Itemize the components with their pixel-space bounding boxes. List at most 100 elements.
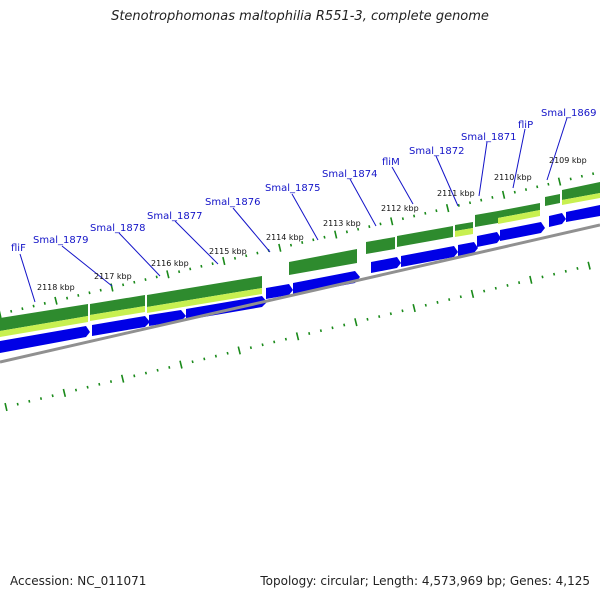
ruler-minor-tick <box>144 278 147 281</box>
ruler-minor-tick <box>178 270 181 274</box>
ruler-minor-tick <box>28 399 31 403</box>
ruler-major-tick <box>62 388 67 397</box>
ruler-minor-tick <box>203 357 206 361</box>
ruler-minor-tick <box>133 280 136 284</box>
gene-labels: fliF Smal_1879 Smal_1878 Smal_1877 Smal_… <box>11 108 596 254</box>
ruler-minor-tick <box>357 227 360 231</box>
ruler-minor-tick <box>459 295 462 299</box>
ruler-minor-tick <box>88 291 91 295</box>
ruler-minor-tick <box>32 304 35 308</box>
ruler-minor-tick <box>99 288 102 292</box>
feature-block <box>498 203 540 218</box>
ruler-minor-tick <box>98 382 101 386</box>
ruler-minor-tick <box>424 211 427 215</box>
feature-block <box>147 276 262 307</box>
ruler-minor-tick <box>378 315 381 318</box>
ruler-major-tick <box>54 296 58 305</box>
ruler-minor-tick <box>580 174 583 178</box>
kbp-label: 2110 kbp <box>494 173 532 182</box>
cds-arrow <box>500 222 545 241</box>
leader-line <box>174 220 219 265</box>
ruler-minor-tick <box>66 296 69 300</box>
ruler-minor-tick <box>547 182 550 186</box>
kbp-label: 2109 kbp <box>549 156 587 165</box>
kbp-labels: 2118 kbp 2117 kbp 2116 kbp 2115 kbp 2114… <box>37 156 587 292</box>
ruler-minor-tick <box>133 374 136 378</box>
genome-backbone <box>0 223 600 364</box>
ruler-minor-tick <box>77 294 80 297</box>
feature-block <box>289 249 357 275</box>
ruler-minor-tick <box>368 225 371 229</box>
ruler-minor-tick <box>576 266 579 270</box>
ruler-minor-tick <box>401 217 404 221</box>
gene-label-smal-1878: Smal_1878 <box>90 223 145 234</box>
ruler-major-tick <box>278 243 282 252</box>
ruler-major-tick <box>0 310 2 319</box>
gene-label-smal-1879: Smal_1879 <box>33 235 88 246</box>
cds-arrow <box>566 205 600 222</box>
ruler-major-tick <box>237 346 241 355</box>
feature-block <box>0 304 88 331</box>
ruler-minor-tick <box>524 188 528 191</box>
ruler-minor-tick <box>214 354 217 358</box>
ruler-minor-tick <box>308 332 311 335</box>
ruler-major-tick <box>587 261 591 270</box>
ruler-minor-tick <box>468 201 472 205</box>
kbp-label: 2111 kbp <box>437 189 475 198</box>
ruler-minor-tick <box>144 371 148 375</box>
ruler-minor-tick <box>491 196 494 199</box>
kbp-label: 2116 kbp <box>151 259 189 268</box>
kbp-label: 2115 kbp <box>209 247 247 256</box>
gene-label-smal-1875: Smal_1875 <box>265 183 320 194</box>
ruler-minor-tick <box>245 254 248 258</box>
leader-line <box>349 178 377 227</box>
ruler-major-tick <box>529 275 533 284</box>
kbp-label: 2114 kbp <box>266 233 304 242</box>
ruler-minor-tick <box>301 241 304 244</box>
ruler-minor-tick <box>200 264 203 268</box>
ruler-minor-tick <box>518 281 521 285</box>
ruler-minor-tick <box>541 275 544 279</box>
leader-lines <box>19 117 568 303</box>
accession-text: Accession: NC_011071 <box>10 574 147 588</box>
feature-block <box>147 288 262 313</box>
feature-block <box>562 182 600 200</box>
ruler-major-tick <box>4 402 8 412</box>
kbp-label: 2118 kbp <box>37 283 75 292</box>
kbp-label: 2117 kbp <box>94 272 132 281</box>
feature-block <box>545 194 560 206</box>
ruler-major-tick <box>557 177 562 186</box>
ruler-minor-tick <box>457 203 460 207</box>
ruler-minor-tick <box>480 198 483 202</box>
ruler-major-tick <box>470 289 475 298</box>
ruler-major-tick <box>179 360 183 369</box>
cds-arrow <box>0 326 90 353</box>
feature-block <box>366 237 395 254</box>
ruler-minor-tick <box>435 209 438 213</box>
kbp-label: 2112 kbp <box>381 204 419 213</box>
ruler-minor-tick <box>483 289 486 293</box>
ruler-minor-tick <box>366 317 369 321</box>
ruler-minor-tick <box>506 284 509 287</box>
ruler-minor-tick <box>191 360 194 364</box>
kbp-label: 2113 kbp <box>323 219 361 228</box>
cds-arrow <box>371 257 401 273</box>
ruler-minor-tick <box>345 230 348 234</box>
ruler-minor-tick <box>273 340 276 344</box>
feature-block <box>90 295 145 315</box>
ruler-minor-tick <box>536 185 539 189</box>
gene-label-fliF: fliF <box>11 243 26 254</box>
ruler-minor-tick <box>189 267 192 271</box>
ruler-minor-tick <box>448 298 451 301</box>
ruler-minor-tick <box>21 307 24 311</box>
ruler-minor-tick <box>284 337 287 341</box>
ruler-minor-tick <box>122 283 125 287</box>
ruler-major-tick <box>120 374 125 383</box>
ruler-major-tick <box>412 304 416 313</box>
ruler-minor-tick <box>513 190 516 194</box>
ruler-minor-tick <box>331 326 334 330</box>
inner-ruler <box>4 261 591 412</box>
ruler-major-tick <box>501 190 506 199</box>
feature-block <box>397 226 453 247</box>
ruler-minor-tick <box>256 251 259 255</box>
